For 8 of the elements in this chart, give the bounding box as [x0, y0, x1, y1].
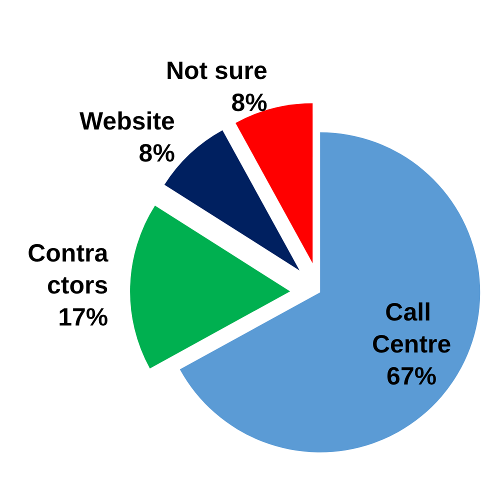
data-label: 8% [138, 140, 175, 168]
data-label: 8% [231, 88, 268, 117]
data-label: 67% [386, 362, 437, 391]
slice-label: Website [80, 108, 176, 136]
slice-label: Contractors [28, 240, 110, 300]
slice-label: Call Centre [372, 298, 452, 359]
data-label: 17% [58, 304, 108, 332]
slice-label: Not sure [166, 56, 268, 85]
